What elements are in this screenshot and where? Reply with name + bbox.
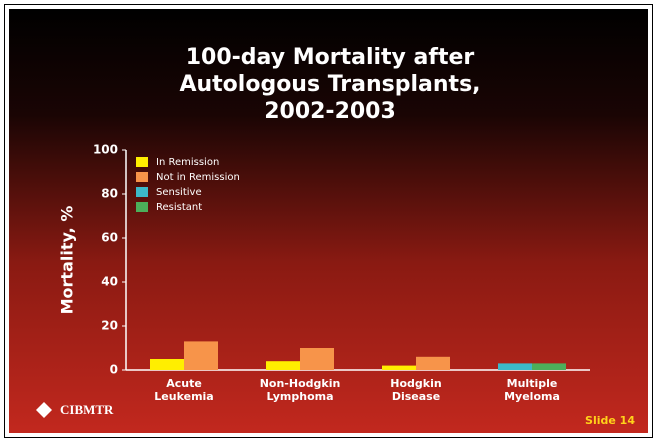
bar [150, 359, 184, 370]
chart-title: Autologous Transplants, [179, 72, 480, 97]
logo-icon [36, 402, 52, 418]
x-tick-label: Acute [166, 377, 202, 390]
y-tick-label: 60 [101, 231, 118, 245]
y-tick-label: 80 [101, 187, 118, 201]
chart-title: 2002-2003 [264, 99, 396, 124]
logo-text: CIBMTR [60, 402, 114, 417]
slide-label: Slide 14 [585, 414, 635, 427]
bar [532, 363, 566, 370]
legend-label: Not in Remission [156, 172, 240, 183]
x-tick-label: Multiple [507, 377, 558, 390]
bar [498, 363, 532, 370]
legend-swatch [136, 172, 148, 182]
x-tick-label: Hodgkin [390, 377, 441, 390]
legend-swatch [136, 187, 148, 197]
bar [416, 356, 450, 370]
x-tick-label: Non-Hodgkin [260, 377, 341, 390]
y-tick-label: 20 [101, 319, 118, 333]
x-tick-label: Myeloma [504, 390, 560, 403]
x-tick-label: Disease [392, 390, 440, 403]
y-axis-label: Mortality, % [58, 206, 77, 315]
legend-label: Resistant [156, 202, 202, 213]
y-tick-label: 0 [110, 363, 118, 377]
bar [300, 348, 334, 370]
chart-title: 100-day Mortality after [186, 45, 475, 70]
bar [382, 365, 416, 370]
bar [266, 361, 300, 370]
y-tick-label: 100 [93, 143, 118, 157]
legend-label: In Remission [156, 157, 219, 168]
x-tick-label: Lymphoma [266, 390, 333, 403]
logo: CIBMTR [36, 402, 114, 418]
legend-label: Sensitive [156, 187, 202, 198]
bar [184, 341, 218, 370]
y-tick-label: 40 [101, 275, 118, 289]
legend-swatch [136, 202, 148, 212]
x-tick-label: Leukemia [154, 390, 213, 403]
legend-swatch [136, 157, 148, 167]
